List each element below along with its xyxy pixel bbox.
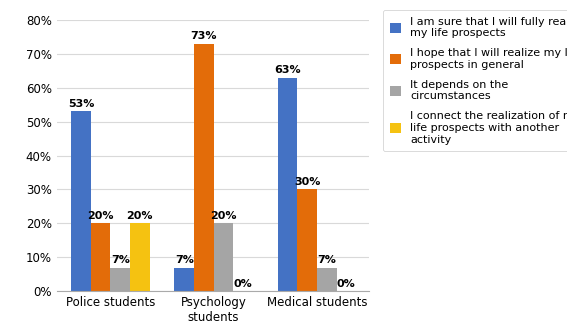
Text: 63%: 63% bbox=[274, 65, 301, 75]
Bar bbox=[91, 223, 111, 291]
Bar bbox=[175, 267, 194, 291]
Bar bbox=[194, 44, 214, 291]
Text: 0%: 0% bbox=[234, 279, 252, 289]
Bar bbox=[278, 77, 297, 291]
Bar bbox=[317, 267, 337, 291]
Legend: I am sure that I will fully realize
my life prospects, I hope that I will realiz: I am sure that I will fully realize my l… bbox=[383, 10, 567, 151]
Text: 30%: 30% bbox=[294, 177, 320, 187]
Text: 20%: 20% bbox=[210, 211, 236, 221]
Bar bbox=[71, 112, 91, 291]
Text: 20%: 20% bbox=[87, 211, 114, 221]
Text: 7%: 7% bbox=[175, 255, 194, 265]
Text: 7%: 7% bbox=[111, 255, 130, 265]
Text: 7%: 7% bbox=[318, 255, 336, 265]
Text: 20%: 20% bbox=[126, 211, 153, 221]
Bar bbox=[297, 189, 317, 291]
Bar bbox=[214, 223, 233, 291]
Bar bbox=[111, 267, 130, 291]
Text: 73%: 73% bbox=[191, 31, 217, 41]
Bar bbox=[130, 223, 150, 291]
Text: 0%: 0% bbox=[337, 279, 356, 289]
Text: 53%: 53% bbox=[68, 99, 94, 109]
